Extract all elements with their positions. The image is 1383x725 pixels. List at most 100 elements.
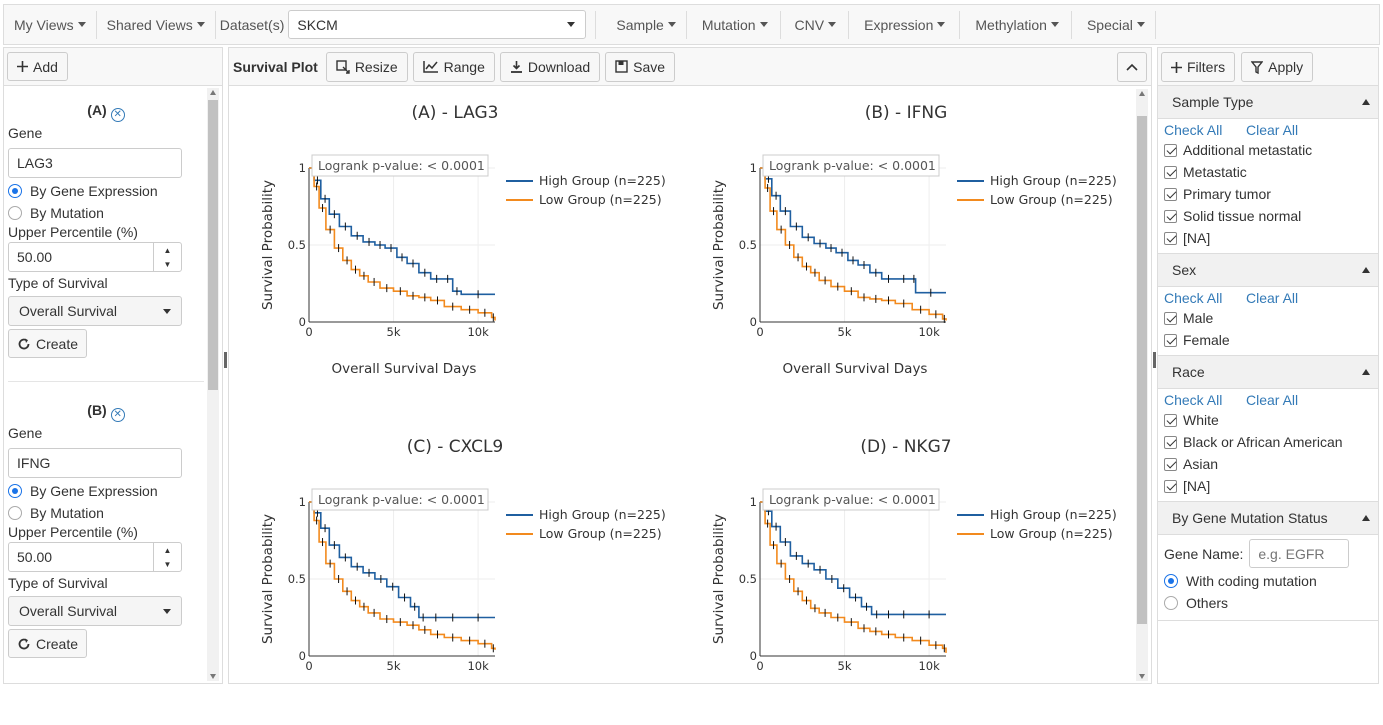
filter-option[interactable]: White — [1164, 409, 1378, 431]
clear-all-link[interactable]: Clear All — [1246, 392, 1299, 408]
percentile-input[interactable]: 50.00 ▲ ▼ — [8, 542, 182, 572]
collapse-icon[interactable] — [1362, 267, 1370, 273]
download-button[interactable]: Download — [499, 51, 601, 82]
survival-type-select[interactable]: Overall Survival — [8, 296, 182, 326]
save-button[interactable]: Save — [605, 51, 676, 82]
sample-menu[interactable]: Sample — [596, 5, 685, 44]
scroll-up-icon[interactable] — [210, 90, 216, 95]
gene-input[interactable]: IFNG — [8, 448, 182, 478]
filter-option[interactable]: [NA] — [1164, 227, 1378, 249]
chart-title: (B) - IFNG — [865, 103, 948, 123]
filter-section-header[interactable]: Race — [1158, 356, 1378, 389]
scroll-thumb[interactable] — [208, 100, 218, 390]
gene-name-input[interactable] — [1249, 539, 1350, 568]
spin-down-icon[interactable]: ▼ — [163, 259, 172, 269]
radio-by-expression[interactable]: By Gene Expression — [8, 480, 204, 502]
clear-all-link[interactable]: Clear All — [1246, 122, 1299, 138]
radio-by-mutation[interactable]: By Mutation — [8, 502, 204, 524]
gene-input[interactable]: LAG3 — [8, 148, 182, 178]
expression-menu[interactable]: Expression — [849, 5, 959, 44]
scroll-thumb[interactable] — [1137, 116, 1147, 624]
divider — [848, 10, 850, 39]
clear-all-link[interactable]: Clear All — [1246, 290, 1299, 306]
shared-views-menu[interactable]: Shared Views — [97, 5, 215, 44]
filter-option[interactable]: [NA] — [1164, 475, 1378, 497]
filter-option[interactable]: Black or African American — [1164, 431, 1378, 453]
filter-section-header[interactable]: Sample Type — [1158, 86, 1378, 119]
check-all-link[interactable]: Check All — [1164, 392, 1223, 408]
checkbox-checked-icon[interactable] — [1164, 187, 1177, 201]
option-label: Female — [1183, 332, 1230, 348]
spin-up-icon[interactable]: ▲ — [163, 245, 172, 255]
divider — [595, 10, 597, 39]
plot-panel-scrollbar[interactable] — [1136, 89, 1148, 681]
filter-option[interactable]: Female — [1164, 329, 1378, 351]
filters-button[interactable]: Filters — [1161, 52, 1236, 82]
collapse-icon[interactable] — [1362, 369, 1370, 375]
splitter-grip[interactable] — [1153, 352, 1156, 368]
apply-button[interactable]: Apply — [1241, 52, 1314, 82]
collapse-button[interactable] — [1117, 52, 1147, 82]
percentile-input[interactable]: 50.00 ▲ ▼ — [8, 242, 182, 272]
radio-others[interactable]: Others — [1164, 592, 1378, 614]
scroll-down-icon[interactable] — [1139, 674, 1145, 679]
scroll-up-icon[interactable] — [1139, 91, 1145, 96]
gene-panel-scrollbar[interactable] — [207, 88, 219, 681]
check-all-link[interactable]: Check All — [1164, 290, 1223, 306]
special-menu[interactable]: Special — [1072, 5, 1155, 44]
mutation-menu[interactable]: Mutation — [687, 5, 780, 44]
filter-section-header[interactable]: Sex — [1158, 254, 1378, 287]
filter-section-body: Check All Clear All Male Female — [1158, 287, 1378, 355]
remove-icon[interactable]: ✕ — [110, 407, 125, 422]
spin-down-icon[interactable]: ▼ — [163, 559, 172, 569]
create-button[interactable]: Create — [8, 329, 88, 358]
checkbox-checked-icon[interactable] — [1164, 311, 1177, 325]
splitter-grip[interactable] — [224, 352, 227, 368]
resize-button[interactable]: Resize — [325, 51, 408, 82]
add-button[interactable]: Add — [7, 52, 68, 81]
survival-type-select[interactable]: Overall Survival — [8, 596, 182, 626]
filter-option[interactable]: Solid tissue normal — [1164, 205, 1378, 227]
left-splitter[interactable] — [223, 47, 228, 684]
collapse-icon[interactable] — [1362, 515, 1370, 521]
spin-up-icon[interactable]: ▲ — [163, 545, 172, 555]
dataset-group: Dataset(s) SKCM — [216, 5, 587, 44]
radio-by-expression[interactable]: By Gene Expression — [8, 180, 204, 202]
checkbox-checked-icon[interactable] — [1164, 457, 1177, 471]
range-button[interactable]: Range — [412, 51, 495, 82]
spinner[interactable]: ▲ ▼ — [153, 243, 181, 271]
checkbox-checked-icon[interactable] — [1164, 143, 1177, 157]
dataset-select[interactable]: SKCM — [288, 10, 587, 39]
checkbox-checked-icon[interactable] — [1164, 209, 1177, 223]
radio-coding-mutation[interactable]: With coding mutation — [1164, 570, 1378, 592]
create-button[interactable]: Create — [8, 629, 88, 658]
methylation-menu[interactable]: Methylation — [960, 5, 1071, 44]
check-all-link[interactable]: Check All — [1164, 122, 1223, 138]
checkbox-checked-icon[interactable] — [1164, 479, 1177, 493]
filter-option[interactable]: Additional metastatic — [1164, 139, 1378, 161]
checkbox-checked-icon[interactable] — [1164, 333, 1177, 347]
x-tick-label: 5k — [387, 325, 401, 339]
checkbox-checked-icon[interactable] — [1164, 231, 1177, 245]
checkbox-checked-icon[interactable] — [1164, 413, 1177, 427]
collapse-icon[interactable] — [1362, 99, 1370, 105]
remove-icon[interactable]: ✕ — [110, 107, 125, 122]
radio-selected-icon — [1164, 574, 1178, 588]
filter-option[interactable]: Male — [1164, 307, 1378, 329]
scroll-down-icon[interactable] — [210, 674, 216, 679]
checkbox-checked-icon[interactable] — [1164, 435, 1177, 449]
right-splitter[interactable] — [1152, 47, 1157, 684]
cnv-menu[interactable]: CNV — [781, 5, 849, 44]
filter-option[interactable]: Primary tumor — [1164, 183, 1378, 205]
filter-option[interactable]: Metastatic — [1164, 161, 1378, 183]
pvalue-border — [762, 154, 940, 177]
spinner[interactable]: ▲ ▼ — [153, 543, 181, 571]
gene-panel: Add (A) ✕ Gene LAG3 By Gene Expression By… — [3, 47, 223, 684]
checkbox-checked-icon[interactable] — [1164, 165, 1177, 179]
filter-section-header[interactable]: By Gene Mutation Status — [1158, 502, 1378, 535]
save-label: Save — [633, 58, 666, 75]
radio-by-mutation[interactable]: By Mutation — [8, 202, 204, 224]
filter-option[interactable]: Asian — [1164, 453, 1378, 475]
filter-sample-type: Sample Type Check All Clear All Additiona… — [1158, 86, 1378, 253]
my-views-menu[interactable]: My Views — [4, 5, 96, 44]
